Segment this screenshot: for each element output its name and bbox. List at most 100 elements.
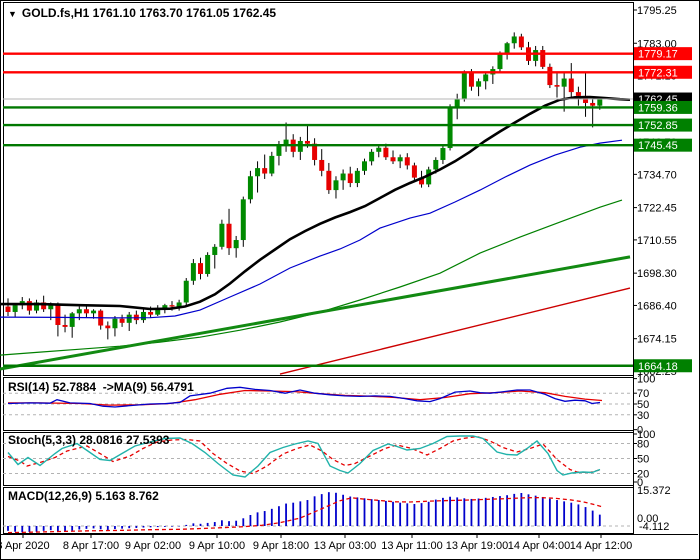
candle-body-up bbox=[447, 107, 453, 149]
candle-body-down bbox=[547, 66, 553, 86]
time-tick-label: 13 Apr 11:00 bbox=[381, 540, 443, 552]
candle-body-up bbox=[34, 302, 40, 311]
candle-body-up bbox=[112, 318, 118, 329]
candle-body-up bbox=[240, 199, 246, 241]
price-label-pill-support bbox=[634, 100, 692, 114]
stoch-d-line bbox=[7, 435, 601, 475]
time-axis[interactable]: 8 Apr 2020 8 Apr 17:00 9 Apr 02:00 9 Apr 10… bbox=[0, 534, 698, 552]
candle-body-up bbox=[433, 159, 439, 170]
candle-body-down bbox=[83, 309, 89, 314]
macd-scale-label: -4.112 bbox=[639, 521, 669, 533]
candle-body-down bbox=[169, 305, 175, 307]
candle-body-down bbox=[119, 318, 125, 323]
price-tick-label: 1674.15 bbox=[637, 334, 677, 346]
stoch-k-line bbox=[7, 435, 601, 478]
trendline-green[interactable] bbox=[0, 255, 631, 371]
stoch-panel-area[interactable] bbox=[3, 432, 634, 486]
candle-body-up bbox=[183, 280, 189, 303]
levels-layer bbox=[3, 52, 633, 367]
price-label-pill-support bbox=[634, 118, 692, 132]
stoch-indicator-label: Stoch(5,3,3) 28.0816 27.5393 bbox=[8, 433, 170, 447]
candle-body-down bbox=[347, 173, 353, 184]
rsi-main-line bbox=[7, 386, 601, 408]
candle-body-down bbox=[383, 147, 389, 158]
candle-body-down bbox=[304, 140, 310, 144]
candle-body-down bbox=[540, 50, 546, 67]
candle-body-down bbox=[62, 324, 68, 327]
candle-body-up bbox=[497, 54, 503, 70]
candle-body-up bbox=[255, 168, 261, 177]
candle-body-up bbox=[504, 43, 510, 55]
candle-body-up bbox=[126, 314, 132, 323]
trendline-red[interactable] bbox=[279, 287, 631, 375]
time-tick-label: 13 Apr 03:00 bbox=[314, 540, 376, 552]
main-panel-area[interactable] bbox=[3, 2, 634, 376]
time-tick-label: 14 Apr 04:00 bbox=[508, 540, 570, 552]
candle-body-up bbox=[483, 74, 489, 82]
price-label-pill-resistance bbox=[634, 65, 692, 79]
price-label-pill-support bbox=[634, 359, 692, 373]
price-tick-label: 1710.55 bbox=[637, 235, 677, 247]
candle-body-up bbox=[140, 311, 146, 321]
candle-body-up bbox=[91, 310, 97, 314]
candle-body-down bbox=[312, 143, 318, 160]
time-tick-label: 13 Apr 19:00 bbox=[446, 540, 508, 552]
candle-body-down bbox=[319, 159, 325, 171]
macd-signal-line bbox=[7, 496, 603, 534]
candle-body-down bbox=[411, 165, 417, 178]
ma-black-line bbox=[0, 95, 631, 311]
price-label-text: 1664.18 bbox=[638, 361, 678, 373]
price-tick-label: 1795.25 bbox=[637, 5, 677, 17]
rsi-scale-label: 50 bbox=[637, 399, 649, 411]
macd-scale-label: 0.00 bbox=[637, 513, 658, 525]
candle-body-down bbox=[5, 306, 11, 312]
candle-body-up bbox=[533, 50, 539, 61]
candle-body-down bbox=[262, 168, 268, 174]
macd-scale-label: 15.372 bbox=[637, 485, 671, 497]
rsi-panel-area[interactable] bbox=[3, 377, 634, 431]
price-tick-label: 1734.70 bbox=[637, 169, 677, 181]
candle-body-up bbox=[276, 145, 282, 156]
time-tick-label: 9 Apr 02:00 bbox=[125, 540, 181, 552]
candle-body-up bbox=[247, 176, 253, 200]
candle-body-up bbox=[12, 305, 18, 312]
candle-body-up bbox=[269, 155, 275, 174]
price-label-text: 1779.17 bbox=[638, 49, 678, 61]
candle-body-down bbox=[404, 157, 410, 166]
price-label-text: 1745.45 bbox=[638, 140, 678, 152]
candle-body-down bbox=[468, 73, 474, 87]
overlays-layer bbox=[0, 95, 631, 375]
rsi-scale-label: 0 bbox=[637, 425, 643, 437]
time-tick-label: 9 Apr 18:00 bbox=[253, 540, 309, 552]
candle-body-up bbox=[476, 81, 482, 87]
candle-body-up bbox=[561, 78, 567, 87]
rsi-indicator-label: RSI(14) 52.7884 ->MA(9) 56.4791 bbox=[8, 380, 194, 394]
candle-body-up bbox=[212, 246, 218, 255]
symbol-period-label: GOLD.fs,H1 bbox=[21, 6, 90, 20]
candle-body-down bbox=[41, 302, 47, 310]
candle-body-up bbox=[397, 157, 403, 162]
stoch-scale-label: 20 bbox=[637, 469, 649, 481]
candle-body-up bbox=[176, 302, 182, 307]
stoch-scale-label: 50 bbox=[637, 454, 649, 466]
candle-body-down bbox=[198, 263, 204, 274]
price-axis[interactable]: 1795.251783.001771.101758.901746.701734.… bbox=[633, 2, 692, 534]
candle-body-down bbox=[419, 177, 425, 185]
candle-body-up bbox=[219, 223, 225, 247]
candle-body-down bbox=[390, 157, 396, 162]
ma-blue-line bbox=[0, 139, 623, 319]
time-tick-label: 8 Apr 2020 bbox=[0, 540, 50, 552]
candle-body-down bbox=[518, 36, 524, 48]
price-label-pill-resistance bbox=[634, 47, 692, 61]
candle-body-up bbox=[461, 73, 467, 99]
candle-body-up bbox=[369, 151, 375, 162]
candle-body-up bbox=[426, 169, 432, 185]
candle-body-down bbox=[226, 223, 232, 249]
rsi-scale-label: 100 bbox=[637, 374, 655, 386]
candle-body-down bbox=[55, 305, 61, 325]
candle-body-down bbox=[575, 92, 581, 96]
candle-body-up bbox=[283, 139, 289, 146]
time-tick-label: 8 Apr 17:00 bbox=[63, 540, 119, 552]
symbol-dropdown-icon[interactable]: ▼ bbox=[8, 9, 17, 19]
candle-body-up bbox=[597, 99, 603, 106]
